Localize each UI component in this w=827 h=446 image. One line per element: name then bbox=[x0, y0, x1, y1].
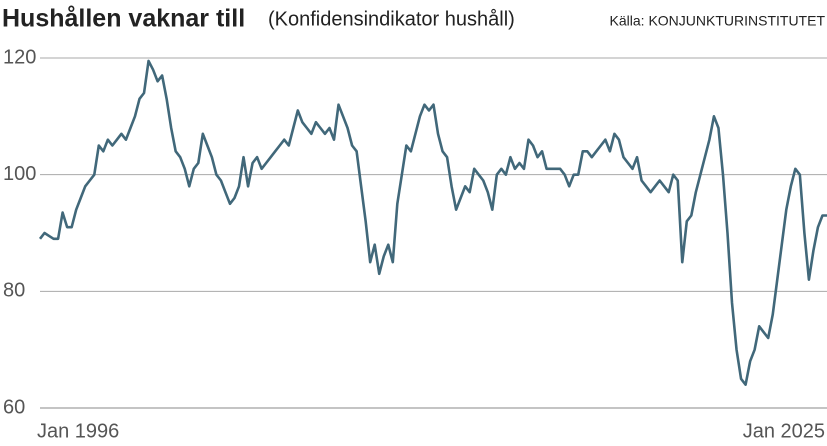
chart-title: Hushållen vaknar till bbox=[2, 5, 245, 33]
data-line bbox=[38, 59, 827, 386]
y-tick-label: 120 bbox=[3, 46, 36, 68]
source: Källa: KONJUNKTURINSTITUTET bbox=[610, 13, 826, 29]
y-tick-label: 60 bbox=[3, 396, 25, 418]
x-tick-label: Jan 1996 bbox=[37, 420, 119, 442]
y-tick-label: 80 bbox=[3, 280, 25, 302]
y-tick-label: 100 bbox=[3, 163, 36, 185]
x-tick-label: Jan 2025 bbox=[743, 420, 825, 442]
chart-subtitle: (Konfidensindikator hushåll) bbox=[268, 8, 515, 30]
